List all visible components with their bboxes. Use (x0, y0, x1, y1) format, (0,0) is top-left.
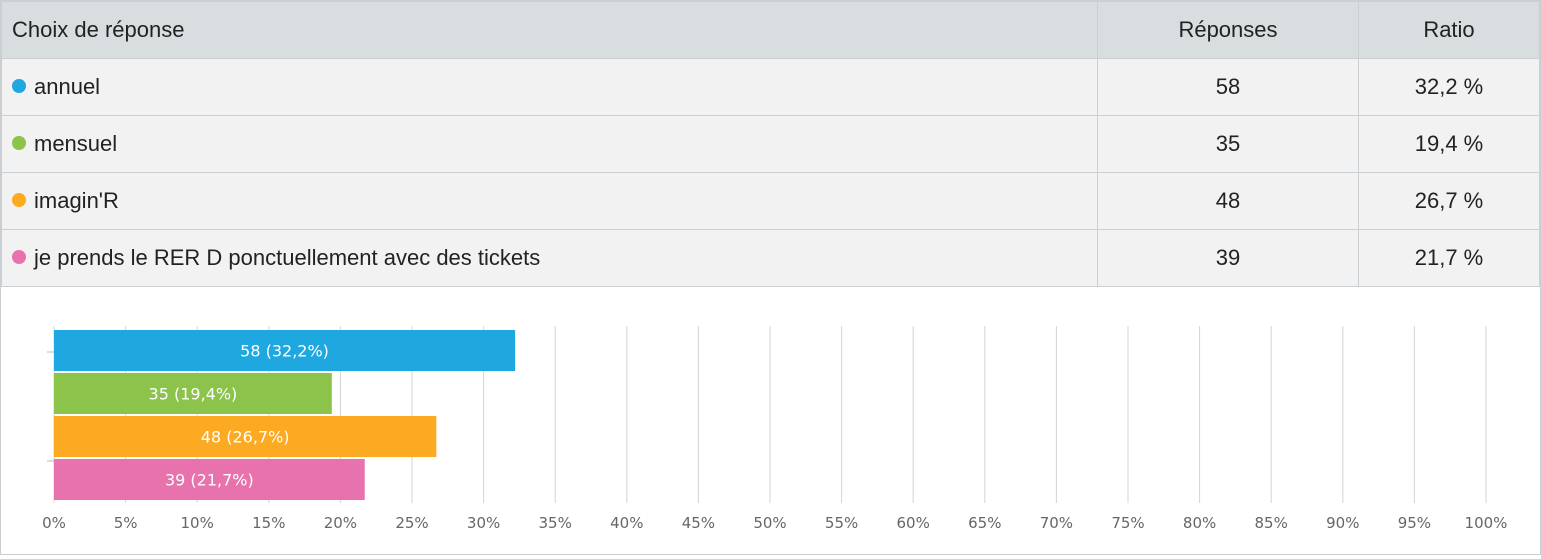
bar-chart: 0% 5% 10% 15% 20% 25% 30% 35% 40% 45% 50% 55% 60% 65%… (1, 301, 1540, 554)
choice-label: annuel (34, 74, 101, 100)
choice-cell: je prends le RER D ponctuellement avec d… (1, 229, 1098, 287)
x-tick-label: 65% (968, 514, 1001, 532)
x-tick-label: 55% (825, 514, 858, 532)
x-tick-label: 40% (610, 514, 643, 532)
x-tick-label: 20% (324, 514, 357, 532)
x-tick-label: 10% (181, 514, 214, 532)
table-row: mensuel 35 19,4 % (1, 115, 1540, 173)
series-dot (12, 192, 26, 207)
series-dot (12, 135, 26, 150)
bar-data-label: 48 (26,7%) (201, 428, 290, 447)
x-tick-label: 45% (682, 514, 715, 532)
ratio-cell: 19,4 % (1358, 115, 1540, 173)
bar (54, 416, 437, 457)
table-row: je prends le RER D ponctuellement avec d… (1, 229, 1540, 287)
responses-cell: 39 (1097, 229, 1359, 287)
x-tick-label: 25% (395, 514, 428, 532)
choice-label: imagin'R (34, 188, 119, 214)
x-tick-label: 15% (252, 514, 285, 532)
results-table: Choix de réponse Réponses Ratio annuel 5… (1, 1, 1540, 287)
x-tick-label: 80% (1183, 514, 1216, 532)
header-responses: Réponses (1097, 1, 1359, 59)
choice-label: je prends le RER D ponctuellement avec d… (34, 245, 541, 271)
bar (54, 373, 332, 414)
responses-cell: 48 (1097, 172, 1359, 230)
responses-cell: 35 (1097, 115, 1359, 173)
x-tick-label: 100% (1465, 514, 1508, 532)
x-tick-label: 50% (753, 514, 786, 532)
x-tick-label: 75% (1111, 514, 1144, 532)
x-tick-label: 30% (467, 514, 500, 532)
x-tick-label: 95% (1398, 514, 1431, 532)
table-row: annuel 58 32,2 % (1, 58, 1540, 116)
choice-cell: imagin'R (1, 172, 1098, 230)
bar (54, 330, 516, 371)
ratio-cell: 26,7 % (1358, 172, 1540, 230)
responses-cell: 58 (1097, 58, 1359, 116)
x-tick-label: 35% (539, 514, 572, 532)
choice-label: mensuel (34, 131, 118, 157)
bar-data-label: 35 (19,4%) (149, 385, 238, 404)
x-tick-label: 85% (1255, 514, 1288, 532)
bar-data-label: 58 (32,2%) (240, 342, 329, 361)
ratio-cell: 21,7 % (1358, 229, 1540, 287)
choice-cell: annuel (1, 58, 1098, 116)
series-dot (12, 78, 26, 93)
bar-chart-svg: 0% 5% 10% 15% 20% 25% 30% 35% 40% 45% 50% 55% 60% 65%… (42, 326, 1508, 532)
x-tick-label: 0% (42, 514, 66, 532)
table-row: imagin'R 48 26,7 % (1, 172, 1540, 230)
x-tick-label: 60% (897, 514, 930, 532)
header-ratio: Ratio (1358, 1, 1540, 59)
choice-cell: mensuel (1, 115, 1098, 173)
x-tick-label: 5% (114, 514, 138, 532)
series-dot (12, 249, 26, 264)
table-header-row: Choix de réponse Réponses Ratio (1, 1, 1540, 59)
x-tick-label: 70% (1040, 514, 1073, 532)
header-choice: Choix de réponse (1, 1, 1098, 59)
bar (54, 459, 365, 500)
bar-data-label: 39 (21,7%) (165, 471, 254, 490)
x-tick-label: 90% (1326, 514, 1359, 532)
ratio-cell: 32,2 % (1358, 58, 1540, 116)
